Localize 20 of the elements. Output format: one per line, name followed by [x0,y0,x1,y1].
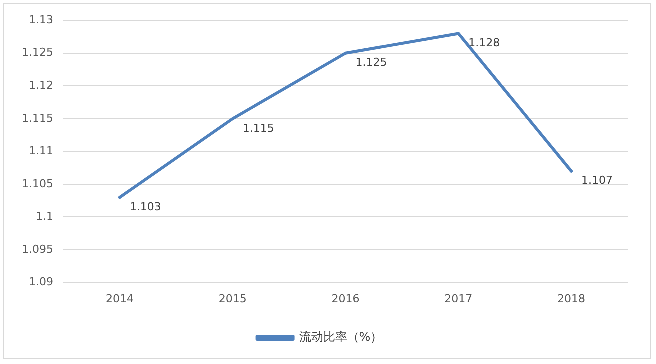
y-tick-label: 1.11 [28,144,54,158]
y-tick-label: 1.115 [22,112,54,125]
data-label: 1.107 [582,174,614,188]
legend-label: 流动比率（%） [299,330,383,344]
x-tick-label: 2016 [332,292,360,306]
x-tick-label: 2015 [218,292,247,306]
y-tick-label: 1.09 [28,276,54,289]
data-label: 1.125 [356,56,388,70]
x-tick-label: 2018 [558,292,586,306]
data-label: 1.103 [130,200,162,214]
y-tick-label: 1.095 [22,242,54,256]
y-tick-label: 1.105 [22,177,54,190]
x-tick-label: 2014 [106,292,134,306]
y-tick-label: 1.13 [28,13,54,26]
x-tick-label: 2017 [444,292,473,306]
y-tick-label: 1.12 [28,79,54,92]
data-label: 1.128 [468,36,500,50]
y-tick-label: 1.125 [22,46,54,60]
y-tick-label: 1.1 [36,210,54,224]
data-label: 1.115 [242,122,274,135]
